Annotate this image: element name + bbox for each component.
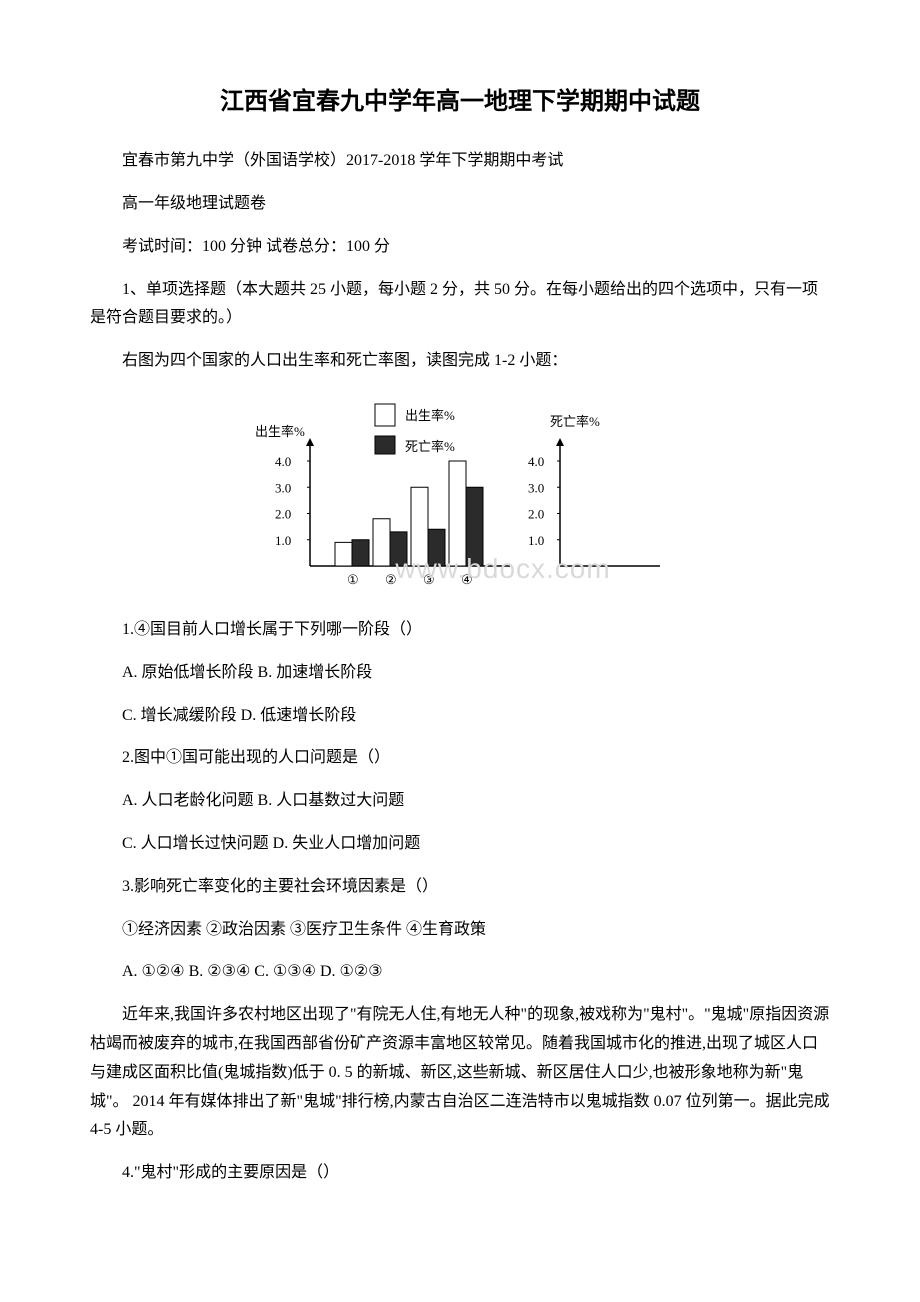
passage-2: 近年来,我国许多农村地区出现了"有院无人住,有地无人种"的现象,被戏称为"鬼村"… <box>90 1001 830 1145</box>
svg-text:2.0: 2.0 <box>275 506 291 521</box>
question-3-options: ①经济因素 ②政治因素 ③医疗卫生条件 ④生育政策 <box>90 916 830 945</box>
question-2-cd: C. 人口增长过快问题 D. 失业人口增加问题 <box>90 830 830 859</box>
svg-text:3.0: 3.0 <box>275 480 291 495</box>
svg-text:死亡率%: 死亡率% <box>550 414 600 429</box>
svg-text:1.0: 1.0 <box>275 533 291 548</box>
svg-text:2.0: 2.0 <box>528 506 544 521</box>
watermark-text: www.bdocx.com <box>395 544 610 594</box>
subtitle-grade: 高一年级地理试题卷 <box>90 190 830 219</box>
question-3-abcd: A. ①②④ B. ②③④ C. ①③④ D. ①②③ <box>90 958 830 987</box>
question-2-ab: A. 人口老龄化问题 B. 人口基数过大问题 <box>90 787 830 816</box>
question-1-ab: A. 原始低增长阶段 B. 加速增长阶段 <box>90 659 830 688</box>
svg-text:3.0: 3.0 <box>528 480 544 495</box>
svg-text:①: ① <box>347 572 359 587</box>
question-3: 3.影响死亡率变化的主要社会环境因素是（） <box>90 873 830 902</box>
section-intro: 1、单项选择题（本大题共 25 小题，每小题 2 分，共 50 分。在每小题给出… <box>90 276 830 334</box>
subtitle-school: 宜春市第九中学（外国语学校）2017-2018 学年下学期期中考试 <box>90 147 830 176</box>
question-4: 4."鬼村"形成的主要原因是（） <box>90 1159 830 1188</box>
svg-text:死亡率%: 死亡率% <box>405 439 455 454</box>
svg-text:出生率%: 出生率% <box>405 408 455 423</box>
page-title: 江西省宜春九中学年高一地理下学期期中试题 <box>90 80 830 123</box>
svg-text:4.0: 4.0 <box>528 454 544 469</box>
exam-info: 考试时间：100 分钟 试卷总分：100 分 <box>90 233 830 262</box>
question-2: 2.图中①国可能出现的人口问题是（） <box>90 744 830 773</box>
chart-container: 出生率%死亡率%出生率%1.02.03.04.0①②③④死亡率%1.02.03.… <box>90 396 830 596</box>
question-1: 1.④国目前人口增长属于下列哪一阶段（） <box>90 616 830 645</box>
question-1-cd: C. 增长减缓阶段 D. 低速增长阶段 <box>90 702 830 731</box>
svg-text:4.0: 4.0 <box>275 454 291 469</box>
svg-text:出生率%: 出生率% <box>255 424 305 439</box>
chart-intro: 右图为四个国家的人口出生率和死亡率图，读图完成 1-2 小题： <box>90 347 830 376</box>
